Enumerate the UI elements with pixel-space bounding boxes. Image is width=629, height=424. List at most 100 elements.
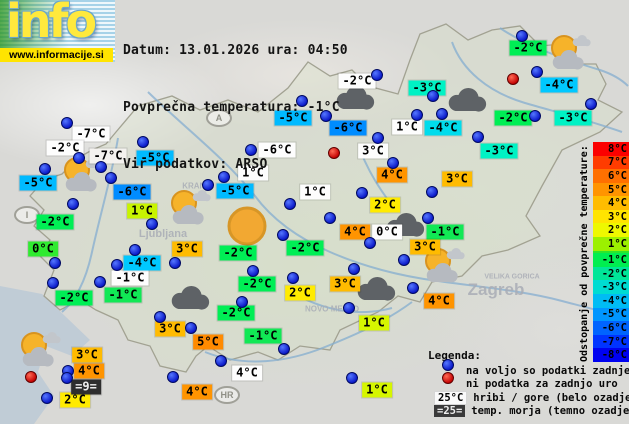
weather-icon-sun-cloud	[542, 33, 592, 77]
station-temp-label: 0°C	[372, 224, 402, 240]
scale-band--8°C: -8°C	[593, 348, 629, 362]
city-label-velika-gorica: VELIKA GORICA	[484, 273, 540, 281]
station-temp-label: 3°C	[172, 241, 202, 257]
station-dot-data-available	[111, 259, 123, 271]
station-dot-data-available	[296, 95, 308, 107]
station-dot-data-available	[287, 272, 299, 284]
station-temp-label: 4°C	[232, 365, 262, 381]
station-temp-label: 4°C	[182, 384, 212, 400]
station-temp-label: -1°C	[426, 224, 464, 240]
station-dot-data-available	[372, 132, 384, 144]
city-label-kranj: KRANJ	[182, 181, 210, 191]
station-temp-label: -2°C	[494, 110, 532, 126]
header-date-line: Datum: 13.01.2026 ura: 04:50	[123, 43, 348, 58]
station-dot-data-available	[324, 212, 336, 224]
station-dot-data-available	[427, 90, 439, 102]
station-temp-label: -2°C	[286, 240, 324, 256]
station-temp-label: 4°C	[340, 224, 370, 240]
station-dot-data-available	[49, 257, 61, 269]
station-dot-data-available	[356, 187, 368, 199]
station-temp-label: 1°C	[300, 184, 330, 200]
station-temp-label: 3°C	[155, 321, 185, 337]
station-temp-label: -2°C	[46, 140, 84, 156]
station-temp-label: 1°C	[127, 203, 157, 219]
weather-icon-sun-cloud	[416, 246, 466, 290]
weather-icon-dark-cloud	[329, 84, 381, 116]
station-dot-no-data	[507, 73, 519, 85]
scale-band-2°C: 2°C	[593, 223, 629, 238]
station-dot-data-available	[426, 186, 438, 198]
station-dot-data-available	[245, 144, 257, 156]
station-dot-data-available	[185, 322, 197, 334]
logo-text: info	[6, 0, 97, 48]
station-temp-label: -4°C	[123, 255, 161, 271]
scale-band--3°C: -3°C	[593, 280, 629, 295]
header-source-line: Vir podatkov: ARSO	[123, 157, 268, 172]
legend-title: Legenda:	[428, 349, 481, 362]
station-temp-label: -5°C	[274, 110, 312, 126]
station-temp-label: 5°C	[193, 334, 223, 350]
station-temp-label: -2°C	[238, 276, 276, 292]
station-dot-data-available	[129, 244, 141, 256]
station-dot-data-available	[411, 109, 423, 121]
logo-site-link[interactable]: www.informacije.si	[0, 48, 113, 62]
road-badge-hr: HR	[214, 386, 240, 404]
scale-band-zero	[593, 250, 629, 254]
station-dot-data-available	[146, 218, 158, 230]
station-temp-label: -2°C	[509, 40, 547, 56]
legend-blue-dot-icon	[442, 358, 454, 371]
scale-bands: 8°C 7°C 6°C 5°C 4°C 3°C 2°C 1°C -1°C -2°C -3°C -4°C…	[593, 142, 629, 362]
scale-band-7°C: 7°C	[593, 155, 629, 170]
legend-row-label: temp. morja (temno ozadje)	[471, 405, 629, 418]
station-temp-label: -5°C	[136, 150, 174, 166]
legend-row-label: ni podatka za zadnjo uro	[466, 378, 618, 391]
station-temp-label: 4°C	[377, 167, 407, 183]
station-dot-data-available	[422, 212, 434, 224]
station-dot-data-available	[320, 110, 332, 122]
station-dot-data-available	[67, 198, 79, 210]
station-dot-data-available	[137, 136, 149, 148]
station-temp-label: -6°C	[329, 120, 367, 136]
station-dot-data-available	[398, 254, 410, 266]
station-temp-label: -6°C	[113, 184, 151, 200]
station-dot-data-available	[278, 343, 290, 355]
station-temp-label: -2°C	[217, 305, 255, 321]
station-temp-label: 3°C	[330, 276, 360, 292]
logo[interactable]: info www.informacije.si	[0, 0, 115, 62]
station-dot-data-available	[531, 66, 543, 78]
station-dot-data-available	[407, 282, 419, 294]
station-temp-label: -4°C	[540, 77, 578, 93]
city-label-novo-mesto: NOVO MESTO	[304, 304, 360, 314]
station-temp-label: 3°C	[410, 239, 440, 255]
station-temp-label: -7°C	[89, 148, 127, 164]
station-temp-label: -3°C	[480, 143, 518, 159]
station-temp-label: 4°C	[74, 363, 104, 379]
scale-band--2°C: -2°C	[593, 266, 629, 281]
station-dot-data-available	[284, 198, 296, 210]
station-dot-data-available	[436, 108, 448, 120]
station-temp-label: -4°C	[424, 120, 462, 136]
scale-band-6°C: 6°C	[593, 169, 629, 183]
deviation-color-scale: Odstopanje od povprečne temperature: 8°C…	[576, 142, 629, 362]
legend-row: na voljo so podatki zadnje ure	[424, 358, 629, 378]
station-temp-label: 1°C	[238, 165, 268, 181]
station-temp-label: -1°C	[111, 270, 149, 286]
station-dot-data-available	[215, 355, 227, 367]
station-temp-label: 2°C	[60, 392, 90, 408]
station-dot-data-available	[277, 229, 289, 241]
station-temp-label: -6°C	[258, 142, 296, 158]
station-temp-label: -1°C	[244, 328, 282, 344]
weather-icon-dark-cloud	[164, 284, 216, 316]
station-temp-label: -2°C	[338, 73, 376, 89]
station-dot-data-available	[61, 117, 73, 129]
weather-icon-sun-cloud	[12, 330, 62, 374]
legend-sample-box: 25°C	[434, 390, 468, 405]
city-label-zagreb: Zagreb	[467, 280, 525, 299]
station-dot-data-available	[387, 157, 399, 169]
scale-band-1°C: 1°C	[593, 237, 629, 251]
station-dot-no-data	[25, 371, 37, 383]
station-dot-data-available	[247, 265, 259, 277]
station-dot-data-available	[346, 372, 358, 384]
station-temp-label: -1°C	[104, 287, 142, 303]
